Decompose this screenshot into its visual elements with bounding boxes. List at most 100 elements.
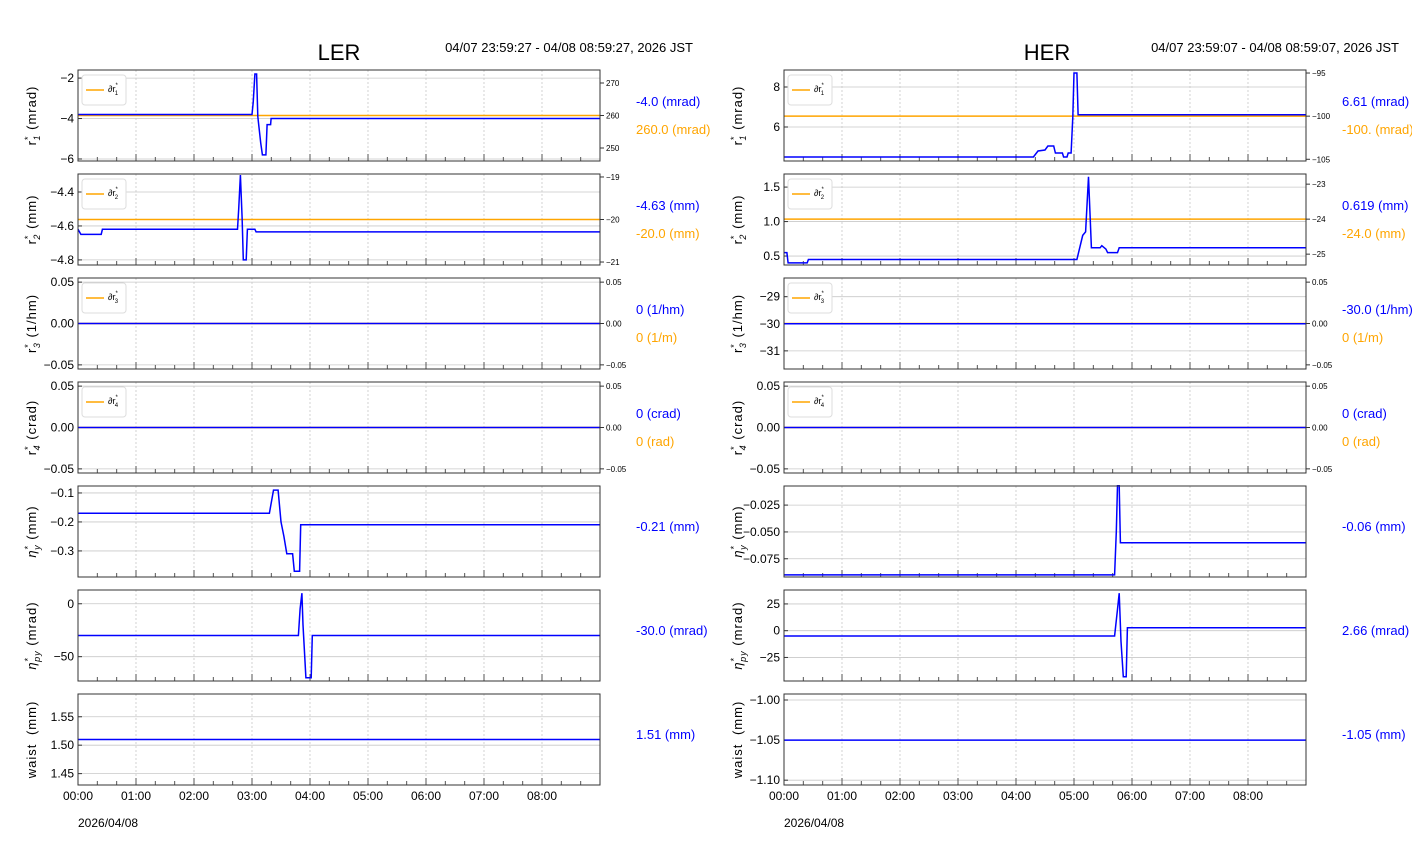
y-label-unit: (crad) <box>24 400 39 440</box>
y-tick-label: −29 <box>760 290 781 304</box>
y-label-sub: 2 <box>738 234 748 241</box>
legend-sup: * <box>115 83 118 89</box>
legend-label: ∂r* 2 <box>814 187 825 201</box>
right-y-tick-label: 250 <box>606 144 620 153</box>
measured-series-line <box>78 593 600 679</box>
panel-her-6: −25 0 25 η*py (mrad) 2.66 (mrad) <box>729 589 1409 682</box>
current-value-label: 0 (crad) <box>636 406 681 421</box>
x-tick-label: 08:00 <box>1233 789 1263 803</box>
plot-frame <box>77 589 601 682</box>
y-label-unit: (1/hm) <box>24 294 39 338</box>
plot-frame <box>783 693 1307 786</box>
x-tick-label: 03:00 <box>237 789 267 803</box>
y-label-base: η <box>730 549 745 557</box>
x-tick-label: 07:00 <box>1175 789 1205 803</box>
y-label-unit: (crad) <box>730 400 745 440</box>
legend-sub: 1 <box>821 91 825 97</box>
her-title: HER <box>1024 40 1070 65</box>
y-tick-label: −0.2 <box>50 515 74 529</box>
panel-ler-7: 1.45 1.50 1.55 00:00 01:00 02:00 03:00 04:00 05:… <box>24 693 695 803</box>
reference-value-label: 260.0 (mrad) <box>636 122 710 137</box>
y-label-unit: (mm) <box>24 195 39 229</box>
y-label-sub: 1 <box>738 135 748 141</box>
y-axis-label: r*1 (mrad) <box>729 86 748 146</box>
legend-sup: * <box>115 187 118 193</box>
y-tick-label: −0.05 <box>750 462 781 476</box>
y-axis-label: η*py (mrad) <box>23 601 42 669</box>
x-tick-label: 01:00 <box>827 789 857 803</box>
y-label-sup: * <box>23 235 33 240</box>
y-tick-label: −30 <box>760 317 781 331</box>
ler-title: LER <box>318 40 361 65</box>
y-tick-label: 6 <box>773 120 780 134</box>
y-tick-label: −0.050 <box>743 525 780 539</box>
panel-ler-5: −0.3 −0.2 −0.1 η*y (mm) -0.21 (mm) <box>23 485 700 578</box>
y-label-base: η <box>24 549 39 557</box>
reference-value-label: -20.0 (mm) <box>636 226 700 241</box>
y-label-sup: * <box>23 545 33 550</box>
y-axis-label: r*3 (1/hm) <box>23 294 42 353</box>
y-label-sub: 4 <box>32 444 42 450</box>
legend: ∂r* 1 <box>787 74 833 106</box>
legend-label: ∂r* 3 <box>108 291 119 305</box>
measured-series-line <box>784 485 1306 576</box>
y-label-sub: py <box>32 650 42 663</box>
legend-sub: 4 <box>821 403 825 409</box>
x-tick-label: 07:00 <box>469 789 499 803</box>
y-label-unit: (mm) <box>730 195 745 229</box>
plot-frame <box>783 381 1307 474</box>
y-label-base: waist <box>24 744 39 780</box>
legend-sup: * <box>821 395 824 401</box>
y-axis-label: waist (mm) <box>24 701 39 780</box>
y-label-sub: 4 <box>738 444 748 450</box>
y-label-base: η <box>24 661 39 669</box>
legend-sub: 2 <box>115 195 119 201</box>
plot-frame <box>783 589 1307 682</box>
y-label-base: r <box>730 450 745 455</box>
x-tick-label: 04:00 <box>1001 789 1031 803</box>
legend-label: ∂r* 1 <box>814 83 825 97</box>
current-value-label: 0.619 (mm) <box>1342 198 1408 213</box>
panel-ler-6: −50 0 η*py (mrad) -30.0 (mrad) <box>23 589 708 682</box>
y-axis-label: η*py (mrad) <box>729 601 748 669</box>
y-label-sub: 2 <box>32 234 42 241</box>
y-label-sup: * <box>729 657 739 662</box>
legend: ∂r* 2 <box>787 178 833 210</box>
right-y-tick-label: −0.05 <box>1312 465 1333 474</box>
y-tick-label: −6 <box>60 152 74 166</box>
y-tick-label: 0 <box>773 624 780 638</box>
plot-frame <box>783 173 1307 266</box>
legend-sup: * <box>821 83 824 89</box>
right-y-tick-label: 0.05 <box>606 278 622 287</box>
measured-series-line <box>78 489 600 572</box>
plot-frame <box>77 381 601 474</box>
right-y-tick-label: 0.05 <box>1312 382 1328 391</box>
reference-value-label: 0 (1/m) <box>1342 330 1383 345</box>
right-y-tick-label: 0.00 <box>1312 424 1328 433</box>
y-tick-label: −1.05 <box>750 733 781 747</box>
y-label-base: r <box>730 239 745 244</box>
y-tick-label: 1.5 <box>763 180 780 194</box>
y-label-sup: * <box>729 545 739 550</box>
current-value-label: -0.21 (mm) <box>636 519 700 534</box>
current-value-label: 6.61 (mrad) <box>1342 94 1409 109</box>
right-y-tick-label: −23 <box>1312 180 1326 189</box>
current-value-label: 0 (crad) <box>1342 406 1387 421</box>
right-y-tick-label: 0.00 <box>1312 320 1328 329</box>
y-tick-label: 0.5 <box>763 249 780 263</box>
y-label-base: r <box>24 450 39 455</box>
right-y-tick-label: −105 <box>1312 155 1331 164</box>
y-label-sup: * <box>729 136 739 141</box>
reference-value-label: 0 (rad) <box>1342 434 1380 449</box>
legend-label: ∂r* 4 <box>814 395 825 409</box>
y-tick-label: 0.00 <box>51 421 75 435</box>
y-label-sup: * <box>23 343 33 348</box>
measured-series-line <box>78 73 600 156</box>
y-label-unit: (mm) <box>24 701 39 740</box>
y-tick-label: 8 <box>773 80 780 94</box>
y-tick-label: 0.00 <box>757 421 781 435</box>
y-label-sup: * <box>23 445 33 450</box>
